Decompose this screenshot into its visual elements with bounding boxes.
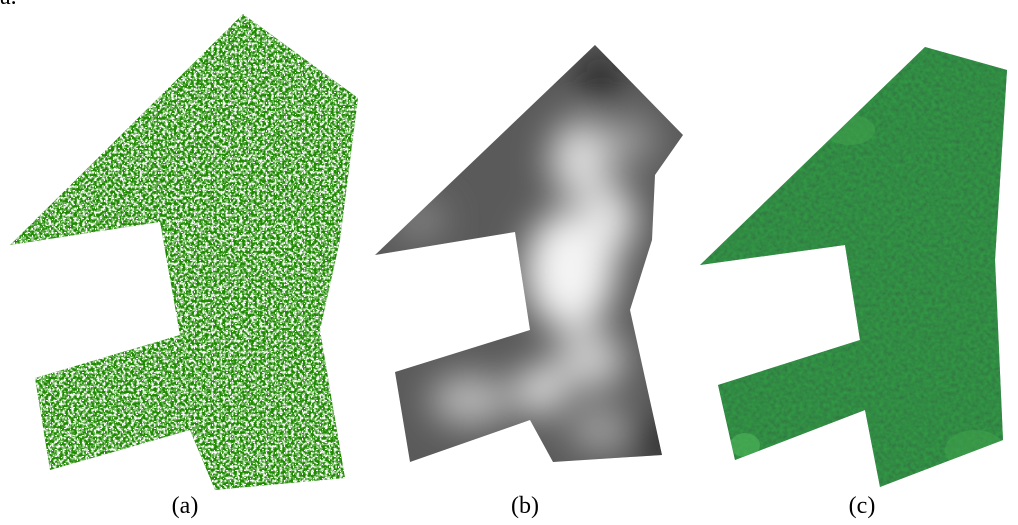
panel-label: (a)	[172, 493, 199, 519]
panel-label: (b)	[511, 493, 539, 519]
point-map	[10, 14, 358, 490]
satellite-image	[700, 47, 1007, 487]
panel-label: (c)	[849, 493, 876, 519]
corner-text: a.	[0, 0, 17, 10]
density-map	[375, 45, 683, 462]
